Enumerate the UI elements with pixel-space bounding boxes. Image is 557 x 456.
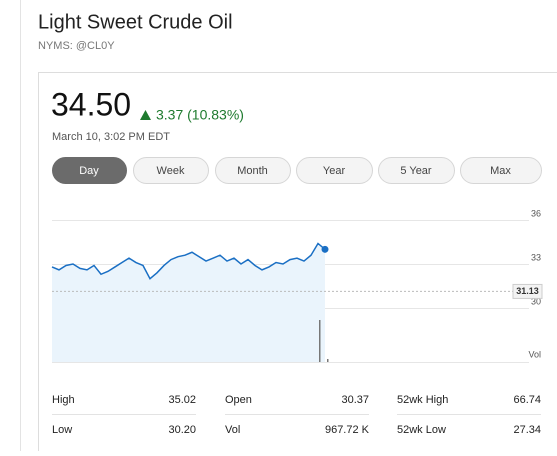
stat-value: 66.74 — [513, 394, 541, 406]
stat-value: 27.34 — [513, 424, 541, 436]
stat-label: 52wk Low — [397, 424, 446, 436]
stat-value: 30.20 — [168, 424, 196, 436]
tab-label[interactable]: 5 Year — [400, 165, 432, 177]
tab-label[interactable]: Week — [157, 165, 185, 177]
last-point — [322, 246, 329, 253]
tab-label[interactable]: Month — [237, 165, 268, 177]
stat-label: 52wk High — [397, 394, 448, 406]
volume-bar — [327, 359, 329, 362]
timestamp: March 10, 3:02 PM EDT — [52, 131, 170, 143]
stat-value: 30.37 — [341, 394, 369, 406]
stat-label: Vol — [225, 424, 240, 436]
tab-label[interactable]: Day — [79, 165, 99, 177]
symbol: NYMS: @CL0Y — [38, 40, 115, 52]
previous-close-label: 31.13 — [516, 286, 539, 296]
title: Light Sweet Crude Oil — [38, 11, 233, 33]
change: 3.37 (10.83%) — [156, 107, 244, 123]
price: 34.50 — [51, 86, 131, 122]
volume-bar — [319, 320, 321, 362]
stat-value: 967.72 K — [325, 424, 370, 436]
volume-label: Vol — [528, 349, 541, 359]
stat-label: High — [52, 394, 75, 406]
y-tick-label: 33 — [531, 252, 541, 262]
stat-label: Open — [225, 394, 252, 406]
stat-value: 35.02 — [168, 394, 196, 406]
tab-label[interactable]: Max — [490, 165, 511, 177]
y-tick-label: 36 — [531, 208, 541, 218]
tab-label[interactable]: Year — [323, 165, 346, 177]
stat-label: Low — [52, 424, 72, 436]
